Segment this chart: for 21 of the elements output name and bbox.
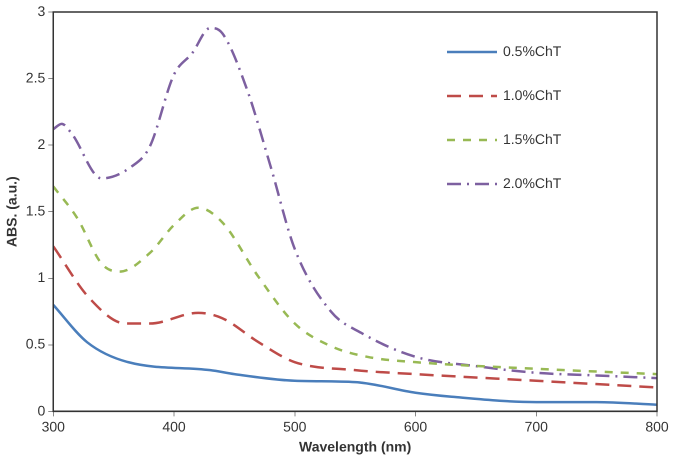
line-series	[53, 304, 657, 406]
y-tick-label: 2	[37, 136, 46, 152]
y-tick-label: 1	[37, 269, 46, 286]
y-tick-label: 2.5	[26, 69, 46, 86]
x-tick-label: 500	[283, 418, 307, 435]
x-tick-label: 700	[524, 418, 548, 435]
y-tick-label: 3	[37, 2, 46, 19]
legend-label: 1.5%ChT	[503, 130, 562, 147]
y-tick-label: 1.5	[26, 202, 46, 219]
x-tick-label: 600	[404, 418, 428, 435]
x-axis-title: Wavelength (nm)	[299, 438, 412, 454]
x-tick-label: 800	[645, 418, 669, 435]
legend-label: 0.5%ChT	[503, 42, 562, 59]
legend-label: 2.0%ChT	[503, 174, 562, 191]
y-tick-label: 0	[37, 402, 46, 418]
legend-label: 1.0%ChT	[503, 86, 562, 103]
x-tick-label: 400	[162, 418, 186, 435]
y-axis-title: ABS. (a.u.)	[3, 176, 20, 248]
line-series	[53, 26, 657, 380]
y-tick-label: 0.5	[26, 336, 46, 352]
x-tick-label: 300	[42, 418, 66, 435]
